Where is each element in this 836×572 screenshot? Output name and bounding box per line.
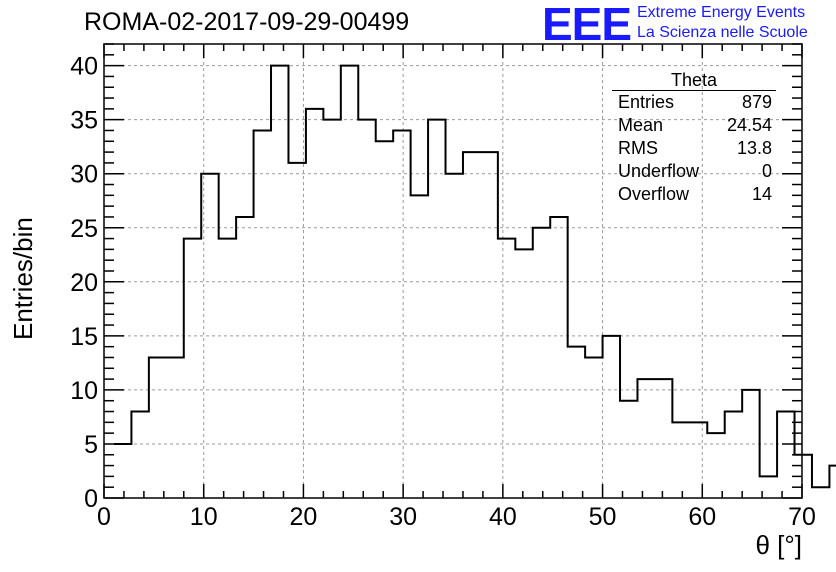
- y-tick-label: 40: [70, 53, 98, 81]
- stats-label: RMS: [618, 138, 658, 158]
- x-tick-label: 70: [788, 503, 816, 531]
- tick-labels: 0 10 20 30 40 50 60 70 0 5 10 15 20 25 30 35 40: [70, 53, 816, 531]
- eee-logo-line2: La Scienza nelle Scuole: [637, 24, 808, 41]
- x-axis-label: θ [°]: [755, 530, 802, 560]
- grid-lines: [104, 44, 802, 498]
- y-tick-label: 10: [70, 377, 98, 405]
- stats-box: Theta Entries 879 Mean 24.54 RMS 13.8 Un…: [612, 70, 776, 206]
- y-tick-label: 25: [70, 215, 98, 243]
- stats-label: Overflow: [618, 184, 690, 204]
- x-tick-label: 10: [190, 503, 218, 531]
- y-tick-label: 5: [84, 431, 98, 459]
- y-tick-label: 30: [70, 161, 98, 189]
- x-tick-label: 20: [290, 503, 318, 531]
- stats-value: 24.54: [726, 115, 772, 135]
- eee-logo: EEE: [542, 0, 632, 50]
- stats-value: 13.8: [736, 138, 772, 158]
- y-tick-label: 35: [70, 107, 98, 135]
- stats-row-mean: Mean 24.54: [612, 114, 776, 137]
- stats-label: Underflow: [618, 161, 700, 181]
- stats-row-rms: RMS 13.8: [612, 137, 776, 160]
- y-tick-label: 15: [70, 323, 98, 351]
- x-tick-label: 60: [688, 503, 716, 531]
- stats-row-overflow: Overflow 14: [612, 183, 776, 206]
- y-tick-label: 20: [70, 269, 98, 297]
- x-tick-label: 50: [589, 503, 617, 531]
- stats-label: Mean: [618, 115, 664, 135]
- stats-row-entries: Entries 879: [612, 91, 776, 114]
- y-axis-label: Entries/bin: [8, 217, 38, 340]
- run-title: ROMA-02-2017-09-29-00499: [84, 8, 410, 36]
- stats-value: 879: [741, 92, 772, 112]
- x-tick-label: 40: [489, 503, 517, 531]
- stats-label: Entries: [618, 92, 675, 112]
- x-tick-label: 30: [389, 503, 417, 531]
- x-tick-label: 0: [97, 503, 111, 531]
- stats-value: 0: [761, 161, 772, 181]
- stats-title: Theta: [612, 70, 776, 91]
- axis-ticks: [103, 43, 803, 499]
- eee-logo-line1: Extreme Energy Events: [637, 4, 806, 21]
- y-tick-label: 0: [84, 485, 98, 513]
- stats-row-underflow: Underflow 0: [612, 160, 776, 183]
- histogram-outline: [113, 64, 836, 489]
- stats-value: 14: [751, 184, 772, 204]
